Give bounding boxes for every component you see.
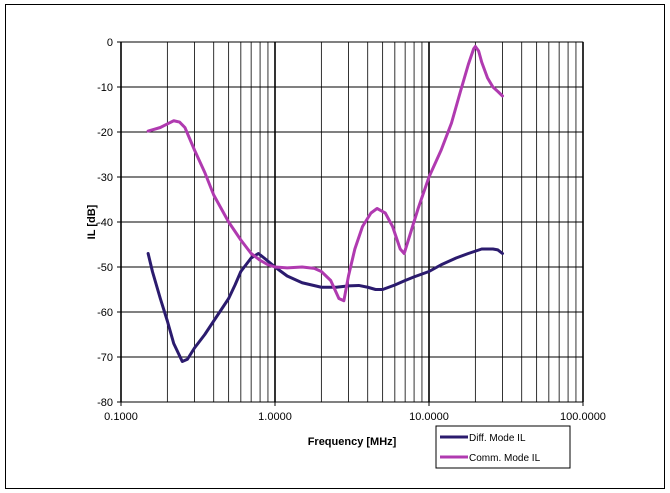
legend: Diff. Mode IL Comm. Mode IL (435, 425, 571, 469)
x-axis-title: Frequency [MHz] (308, 436, 397, 448)
y-tick-label: -70 (97, 352, 113, 364)
legend-label-diff-mode: Diff. Mode IL (469, 433, 526, 444)
y-axis-title: IL [dB] (86, 204, 98, 239)
x-gridlines (120, 42, 584, 402)
x-tick-label: 0.1000 (104, 411, 138, 423)
y-tick-label: -60 (97, 307, 113, 319)
x-tick-label: 100.0000 (560, 411, 606, 423)
y-tick-label: -30 (97, 172, 113, 184)
x-tick-labels: 0.1000 1.0000 10.0000 100.0000 (104, 402, 606, 423)
x-tick-label: 1.0000 (258, 411, 292, 423)
y-tick-label: -20 (97, 127, 113, 139)
y-tick-label: -50 (97, 262, 113, 274)
chart-frame (5, 4, 665, 489)
y-gridlines (117, 41, 583, 403)
series-line-comm-mode (146, 45, 504, 303)
y-tick-label: -80 (97, 397, 113, 409)
y-tick-label: -40 (97, 217, 113, 229)
y-tick-label: -10 (97, 82, 113, 94)
x-tick-label: 10.0000 (409, 411, 449, 423)
legend-label-comm-mode: Comm. Mode IL (469, 453, 541, 464)
series-line-diff-mode (146, 247, 504, 363)
legend-box (435, 425, 571, 469)
series-lines (146, 45, 504, 363)
y-tick-label: 0 (107, 37, 113, 49)
y-tick-labels: 0 -10 -20 -30 -40 -50 -60 -70 -80 (97, 37, 113, 409)
